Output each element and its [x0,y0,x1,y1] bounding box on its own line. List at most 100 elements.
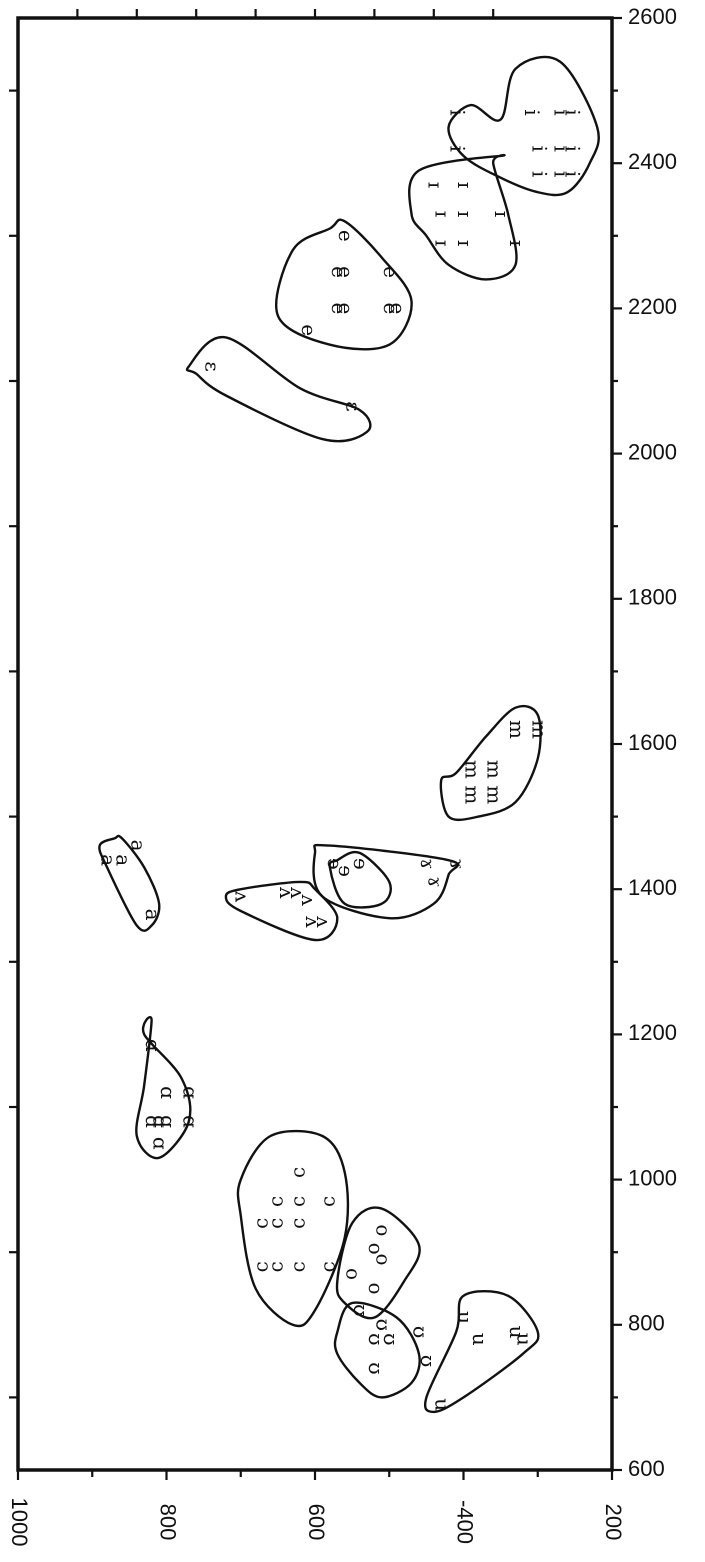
f1-tick-label: 800 [156,1504,181,1541]
vowel-point: i [527,145,551,151]
vowel-point: ɔ [267,1196,291,1207]
f2-tick-label: 2600 [628,4,677,29]
f2-tick-label: 2000 [628,439,677,464]
cluster-outline [98,834,161,932]
vowel-point: i [561,171,585,177]
vowel-point: ɔ [290,1261,314,1272]
vowel-point: ɘ [349,858,373,870]
vowel-point: ɑ [178,1115,202,1128]
f1-axis: 200 -400 600 800 1000 [7,9,626,1546]
f2-tick-label: 800 [628,1311,665,1336]
vowel-point: ɪ [431,211,455,217]
vowel-point: m [460,785,484,804]
cluster-layer [98,55,600,1414]
cluster-outline [312,843,460,920]
vowel-point: ʊ [349,1304,373,1316]
vowel-point: ʊ [364,1333,388,1345]
vowel-point: ɪ [453,240,477,246]
vowel-point: ɛ [342,401,366,411]
vowel-point: ɪ [453,182,477,188]
cluster-outline [439,704,542,822]
vowel-point: u [431,1398,455,1411]
vowel-point: ɛ [201,361,225,371]
vowel-point: o [364,1282,388,1294]
vowel-point: m [460,760,484,779]
vowel-point: ʊ [379,1333,403,1345]
vowel-point: e [297,324,321,336]
vowel-point: ɔ [267,1261,291,1272]
vowel-point: i [520,109,544,115]
vowel-point: ɔ [253,1218,277,1229]
cluster-outline [328,850,392,909]
vowel-point: ɔ [319,1261,343,1272]
vowel-point: i [527,171,551,177]
f1-tick-label: 600 [304,1504,329,1541]
vowel-point: ɔ [290,1196,314,1207]
vowel-point: ʌ [301,915,325,928]
cluster-outline [185,336,372,443]
vowel-point: ʌ [297,893,321,906]
f2-tick-label: 1800 [628,585,677,610]
vowel-point: a [126,840,150,852]
vowel-point: e [386,302,410,314]
f2-tick-label: 1600 [628,730,677,755]
cluster-outline [224,880,339,942]
vowel-point: ɘ [323,858,347,870]
vowel-point: ɑ [156,1115,180,1128]
vowel-point: i [446,145,470,151]
f2-tick-label: 2200 [628,294,677,319]
vowel-point: ʊ [408,1326,432,1338]
vowel-point: o [371,1224,395,1236]
vowel-point: m [483,785,507,804]
vowel-point: i [550,171,574,177]
vowel-point: m [505,720,529,739]
cluster-outline [408,153,518,281]
vowel-point: i [550,109,574,115]
cluster-outline [236,1129,350,1328]
vowel-point: a [97,854,121,866]
cluster-outline [275,218,413,351]
vowel-point: a [112,854,136,866]
vowel-point: e [379,266,403,278]
vowel-point: i [550,145,574,151]
vowel-point: ʊ [416,1355,440,1367]
vowel-point: m [483,760,507,779]
vowel-point: ɔ [267,1218,291,1229]
vowel-point: ɪ [505,240,529,246]
f2-tick-label: 2400 [628,149,677,174]
vowel-point: ɪ [490,211,514,217]
vowel-point: ʌ [230,890,254,903]
vowel-point: ɑ [149,1137,173,1150]
vowel-point: ɔ [319,1196,343,1207]
vowel-point: e [379,302,403,314]
vowel-point: ɤ [416,858,440,869]
cluster-outline [335,1206,421,1320]
vowel-point: ɑ [149,1115,173,1128]
vowel-point: ɪ [431,240,455,246]
vowel-point: ʊ [364,1362,388,1374]
vowel-point: ɑ [141,1039,165,1052]
plot-frame [16,16,614,1472]
vowel-point: o [364,1243,388,1255]
vowel-point: e [327,266,351,278]
f1-tick-label: 1000 [7,1498,32,1547]
vowel-point: ʌ [275,886,299,899]
vowel-point: ʊ [371,1319,395,1331]
vowel-point: ɪ [453,211,477,217]
vowel-point: ɑ [178,1086,202,1099]
f2-tick-label: 1200 [628,1020,677,1045]
vowel-point: i [446,109,470,115]
f2-tick-label: 1400 [628,875,677,900]
vowel-point: u [505,1326,529,1339]
vowel-point: ɔ [290,1167,314,1178]
vowel-point: ʌ [312,915,336,928]
vowel-point: e [334,266,358,278]
vowel-point: e [334,230,358,242]
f1-tick-label: -400 [453,1500,478,1544]
vowel-point: ɔ [253,1261,277,1272]
vowel-point: ɤ [423,876,447,887]
vowel-point: ɪ [423,182,447,188]
vowel-point: ʌ [286,886,310,899]
vowel-point: u [468,1333,492,1346]
